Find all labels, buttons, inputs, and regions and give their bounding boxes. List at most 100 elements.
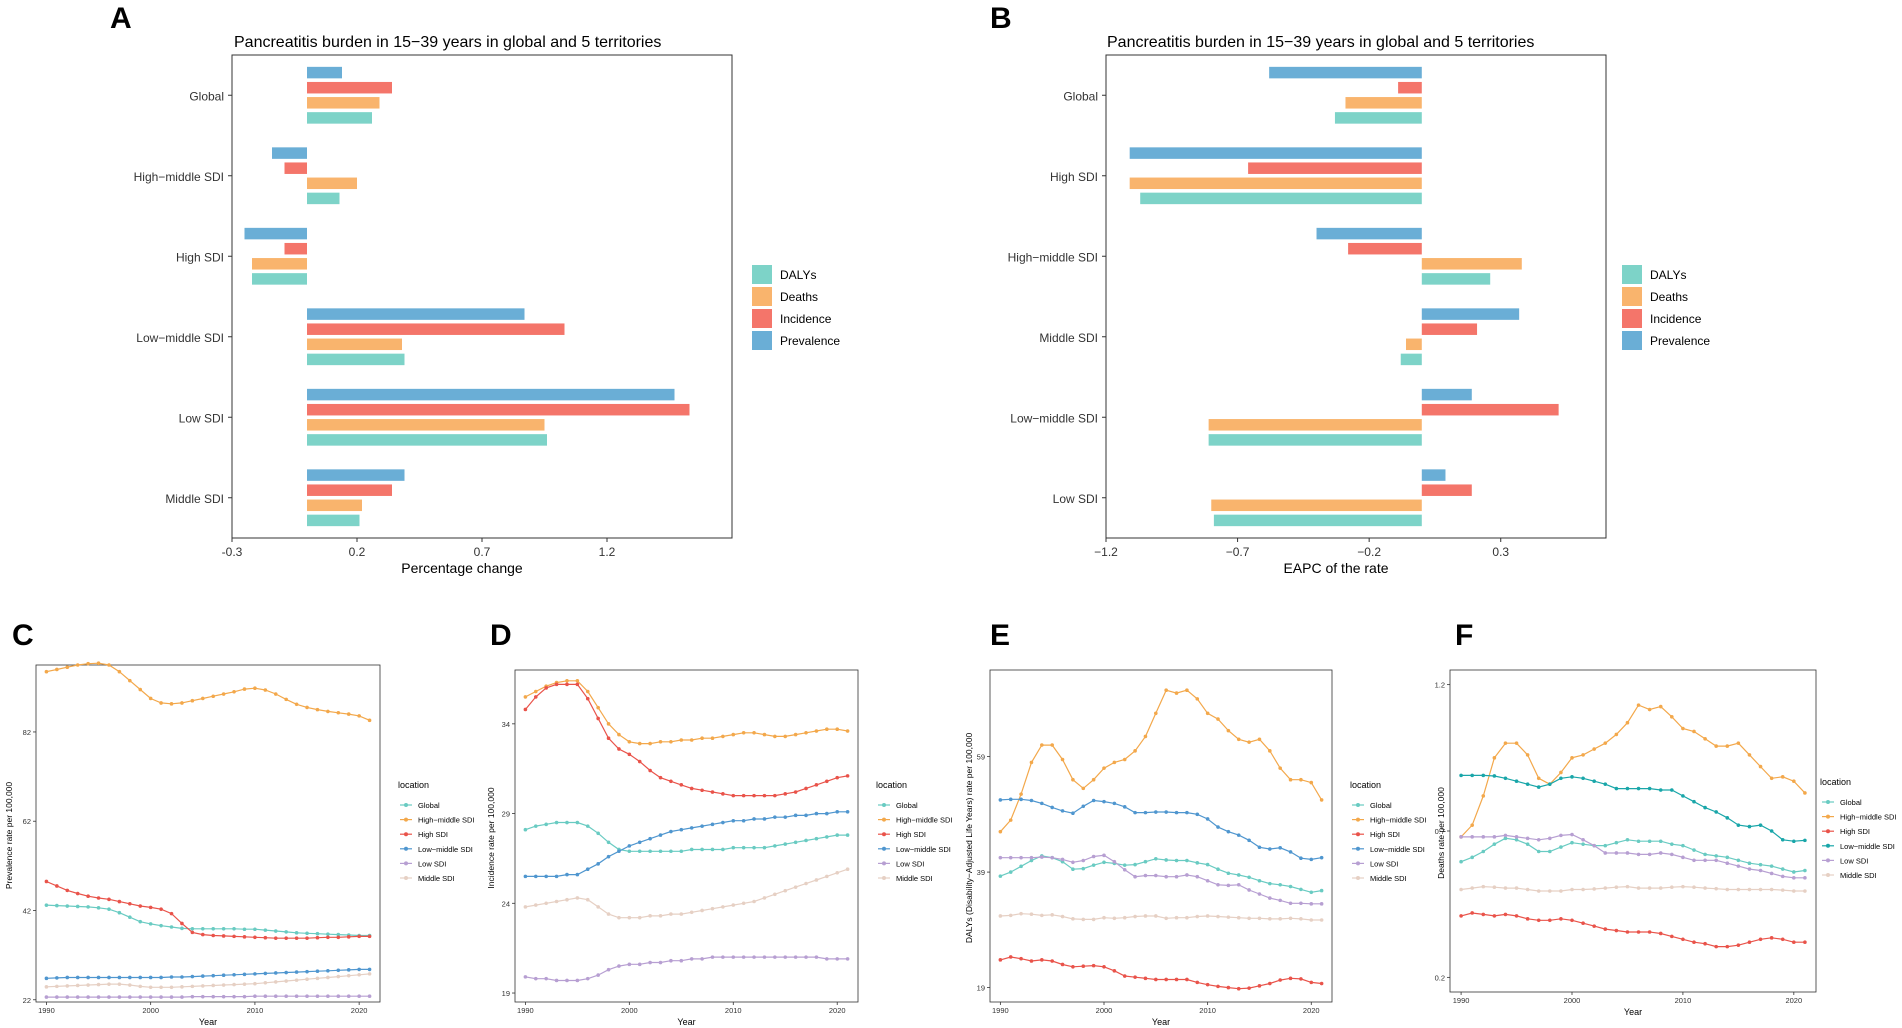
- point-low-sdi: [1758, 868, 1763, 873]
- point-high-sdi: [1133, 975, 1137, 979]
- point-middle-sdi: [1102, 915, 1106, 920]
- legend-key-point-middle-sdi: [882, 876, 886, 880]
- bar-deaths-high-sdi: [252, 258, 307, 270]
- point-low-middle-sdi: [284, 970, 288, 975]
- point-high-sdi: [1658, 931, 1663, 936]
- point-global: [55, 903, 59, 908]
- point-global: [658, 849, 663, 854]
- point-low-sdi: [835, 957, 840, 961]
- point-global: [1769, 864, 1774, 868]
- y-tick-label: 19: [502, 989, 510, 998]
- point-middle-sdi: [617, 915, 621, 920]
- point-low-middle-sdi: [211, 973, 216, 978]
- point-high-sdi: [1081, 964, 1086, 969]
- point-high-sdi: [1019, 956, 1023, 961]
- point-high-sdi: [533, 695, 538, 699]
- point-low-sdi: [75, 995, 80, 999]
- bar-deaths-high-sdi: [1129, 177, 1422, 190]
- point-low-middle-sdi: [1081, 804, 1086, 809]
- point-low-middle-sdi: [773, 815, 777, 819]
- point-middle-sdi: [1725, 887, 1730, 892]
- plot-frame: [35, 664, 381, 1003]
- bar-prevalence-high-middle-sdi: [272, 147, 307, 159]
- point-low-sdi: [55, 995, 59, 999]
- point-low-middle-sdi: [1019, 797, 1023, 802]
- x-tick-label: 2000: [142, 1006, 159, 1015]
- point-low-middle-sdi: [1278, 846, 1282, 850]
- legend-label: High SDI: [1370, 830, 1400, 839]
- point-high-sdi: [1154, 977, 1158, 982]
- point-low-middle-sdi: [75, 975, 80, 980]
- point-global: [637, 849, 642, 854]
- point-high-middle-sdi: [1319, 798, 1324, 802]
- point-middle-sdi: [700, 908, 704, 913]
- point-high-middle-sdi: [1503, 741, 1508, 745]
- legend-swatch-prevalence: [1622, 331, 1642, 350]
- point-low-middle-sdi: [679, 827, 684, 832]
- x-tick-label: 2000: [1564, 996, 1581, 1005]
- legend-label: Global: [896, 801, 918, 810]
- point-global: [190, 926, 195, 931]
- x-tick-label: 0.3: [1492, 545, 1509, 559]
- x-tick-label: 2020: [1303, 1006, 1320, 1015]
- point-low-middle-sdi: [1309, 857, 1314, 862]
- point-low-middle-sdi: [190, 974, 195, 979]
- point-high-sdi: [138, 904, 143, 908]
- point-high-sdi: [773, 793, 777, 798]
- point-high-middle-sdi: [1299, 777, 1303, 782]
- point-high-sdi: [845, 774, 850, 778]
- bar-deaths-low-middle-sdi: [307, 338, 402, 351]
- point-global: [1548, 849, 1552, 854]
- point-high-middle-sdi: [710, 736, 715, 740]
- point-low-sdi: [284, 994, 288, 998]
- point-middle-sdi: [1525, 887, 1530, 892]
- point-low-middle-sdi: [107, 975, 111, 980]
- point-high-middle-sdi: [793, 732, 798, 737]
- point-high-sdi: [1792, 940, 1796, 945]
- y-tick-label: 34: [502, 720, 510, 729]
- point-low-middle-sdi: [1581, 776, 1585, 781]
- point-high-sdi: [1195, 980, 1200, 985]
- point-global: [1195, 861, 1200, 865]
- category-label: Global: [1063, 89, 1098, 103]
- point-low-sdi: [793, 955, 798, 959]
- point-low-sdi: [1725, 861, 1730, 865]
- point-low-middle-sdi: [263, 971, 268, 976]
- legend-label: Global: [1840, 798, 1862, 807]
- point-high-sdi: [1603, 927, 1608, 931]
- point-global: [544, 822, 548, 827]
- point-global: [253, 927, 257, 932]
- legend-label: Prevalence: [1650, 334, 1710, 348]
- point-global: [721, 847, 725, 852]
- point-high-middle-sdi: [1803, 791, 1807, 795]
- point-middle-sdi: [117, 982, 122, 986]
- point-high-middle-sdi: [627, 739, 632, 744]
- point-high-middle-sdi: [263, 688, 268, 692]
- panel-f: F 1990 2000 2010 2020 0.2 0.7 1.2 Year Deaths rat…: [1435, 619, 1897, 1017]
- point-low-sdi: [1299, 901, 1303, 906]
- point-global: [596, 831, 600, 836]
- panel-label: B: [990, 2, 1012, 35]
- point-low-middle-sdi: [700, 824, 704, 828]
- point-high-middle-sdi: [814, 729, 819, 733]
- point-global: [554, 820, 559, 825]
- point-middle-sdi: [1559, 889, 1563, 893]
- point-low-sdi: [523, 975, 528, 979]
- point-high-sdi: [263, 935, 268, 940]
- point-high-middle-sdi: [637, 741, 642, 746]
- point-middle-sdi: [305, 977, 309, 982]
- point-low-sdi: [128, 995, 132, 999]
- point-high-sdi: [814, 783, 819, 787]
- point-high-sdi: [1319, 981, 1324, 986]
- legend-label: Deaths: [780, 290, 818, 304]
- point-middle-sdi: [648, 914, 652, 918]
- point-global: [1236, 873, 1241, 877]
- point-low-middle-sdi: [305, 969, 309, 974]
- point-high-middle-sdi: [315, 707, 320, 712]
- point-high-middle-sdi: [1780, 775, 1785, 779]
- point-middle-sdi: [1681, 884, 1685, 889]
- point-high-middle-sdi: [1060, 757, 1065, 762]
- point-low-sdi: [1692, 858, 1696, 863]
- point-high-middle-sdi: [65, 665, 70, 670]
- legend-title: location: [876, 780, 907, 790]
